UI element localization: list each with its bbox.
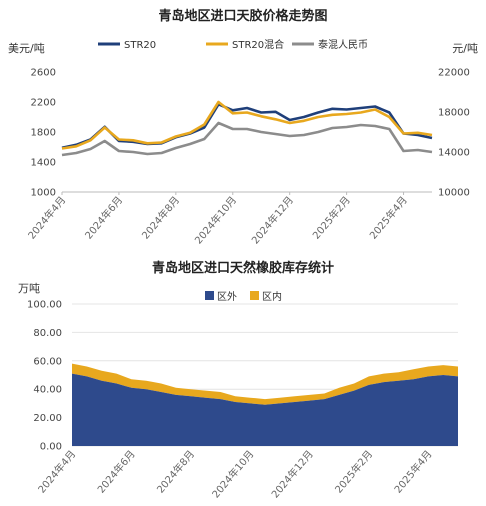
chart2-title: 青岛地区进口天然橡胶库存统计 bbox=[152, 260, 334, 276]
chart1-left-tick-label: 2600 bbox=[31, 68, 56, 79]
chart2-legend-label: 区外 bbox=[217, 291, 237, 303]
chart1-left-tick-label: 1000 bbox=[31, 188, 56, 199]
chart2-y-tick-label: 0.00 bbox=[40, 442, 62, 453]
chart2-x-tick-label: 2024年12月 bbox=[268, 448, 315, 501]
chart2-x-tick-label: 2024年10月 bbox=[209, 448, 256, 501]
chart1-series-line-2 bbox=[61, 100, 433, 150]
chart2-x-tick-label: 2024年8月 bbox=[154, 448, 197, 496]
chart2-y-tick-label: 60.00 bbox=[33, 356, 62, 367]
chart2-y-tick-label: 20.00 bbox=[33, 413, 62, 424]
chart1-x-tick-label: 2024年4月 bbox=[25, 194, 68, 242]
chart1-x-tick-label: 2025年4月 bbox=[367, 194, 410, 242]
chart2-legend-swatch bbox=[250, 291, 259, 300]
chart1-x-tick-label: 2024年12月 bbox=[249, 194, 296, 247]
chart2-x-tick-label: 2024年4月 bbox=[35, 448, 78, 496]
chart2-legend-swatch bbox=[205, 291, 214, 300]
chart1-plot: 1000 1400 1800 2200 2600 10000 14000 18000 22000… bbox=[25, 38, 470, 247]
chart2-x-tick-label: 2025年4月 bbox=[391, 448, 434, 496]
chart1-series-line-1 bbox=[61, 103, 433, 150]
chart1-right-tick-label: 18000 bbox=[438, 108, 470, 119]
chart1-right-tick-label: 10000 bbox=[438, 188, 470, 199]
chart1-x-tick-label: 2024年6月 bbox=[82, 194, 125, 242]
chart2-area-qunei bbox=[72, 363, 458, 405]
chart1-series-line-3 bbox=[61, 121, 433, 157]
chart1-legend-label: STR20混合 bbox=[232, 38, 284, 51]
chart2-area-quwai bbox=[72, 373, 458, 446]
chart1-right-tick-label: 22000 bbox=[438, 68, 470, 79]
chart2-unit: 万吨 bbox=[18, 282, 40, 295]
chart2-y-tick-label: 80.00 bbox=[33, 328, 62, 339]
chart1-left-tick-label: 1400 bbox=[31, 158, 56, 169]
chart1-right-tick-label: 14000 bbox=[438, 148, 470, 159]
chart2-plot: 0.00 20.00 40.00 60.00 80.00 100.00 2024年4月 202… bbox=[27, 290, 458, 501]
chart2-x-tick-label: 2025年2月 bbox=[332, 448, 375, 496]
chart1-left-tick-label: 1800 bbox=[31, 128, 56, 139]
chart1-legend-label: STR20 bbox=[124, 40, 156, 51]
chart1-legend-label: 泰混人民币 bbox=[318, 38, 368, 51]
chart1-x-tick-label: 2025年2月 bbox=[310, 194, 353, 242]
chart1-left-unit: 美元/吨 bbox=[8, 42, 45, 55]
chart1-title: 青岛地区进口天胶价格走势图 bbox=[158, 8, 327, 24]
chart1-right-unit: 元/吨 bbox=[452, 42, 478, 55]
chart2-legend-label: 区内 bbox=[262, 290, 282, 303]
chart1-left-tick-label: 2200 bbox=[31, 98, 56, 109]
chart2-y-tick-label: 40.00 bbox=[33, 385, 62, 396]
chart2-x-tick-label: 2024年6月 bbox=[94, 448, 137, 496]
chart1-x-tick-label: 2024年10月 bbox=[192, 194, 239, 247]
chart1-x-tick-label: 2024年8月 bbox=[139, 194, 182, 242]
chart2-y-tick-label: 100.00 bbox=[27, 300, 62, 311]
